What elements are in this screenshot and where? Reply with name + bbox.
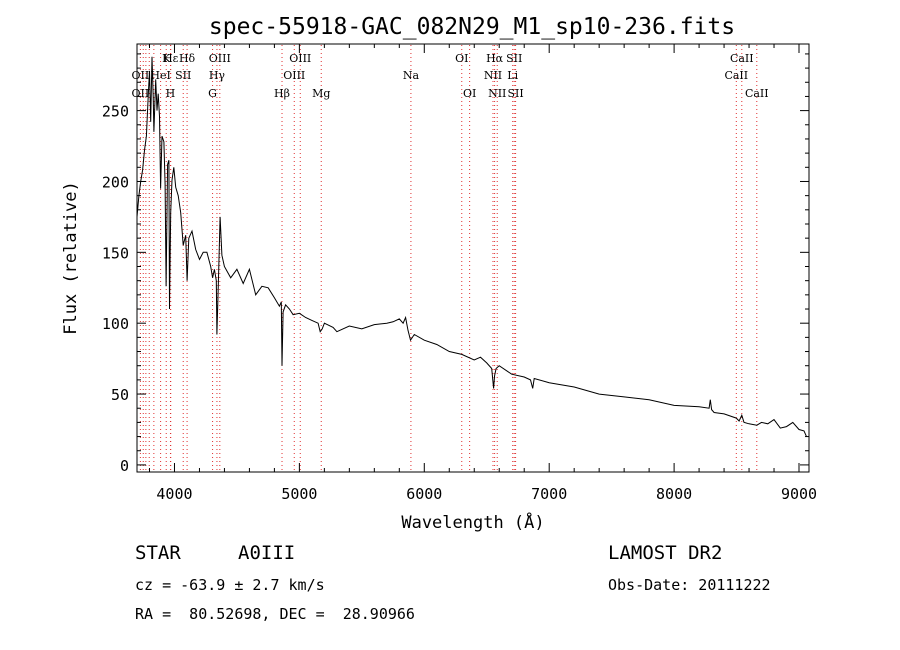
spectral-line-label: CaII <box>730 52 754 65</box>
obs-date: Obs-Date: 20111222 <box>608 576 771 594</box>
spectral-line-label: OI <box>455 52 468 65</box>
spectral-line-label: SII <box>175 69 191 82</box>
spectral-line-label: Na <box>403 69 420 82</box>
x-tick-label: 4000 <box>156 485 192 503</box>
spectral-line-label: NII <box>488 87 506 100</box>
spectral-line-label: Hγ <box>209 69 226 82</box>
spectral-line-label: NII <box>484 69 502 82</box>
plot-frame <box>136 43 810 473</box>
spectral-line-label: OII <box>132 87 150 100</box>
y-tick-label: 100 <box>102 315 129 333</box>
spectral-line-label: CaII <box>724 69 748 82</box>
x-tick-label: 5000 <box>281 485 317 503</box>
y-tick-label: 250 <box>102 103 129 121</box>
spectral-line-label: CaII <box>745 87 769 100</box>
coordinates: RA = 80.52698, DEC = 28.90966 <box>135 605 415 623</box>
x-tick-label: 6000 <box>406 485 442 503</box>
x-tick-label: 8000 <box>656 485 692 503</box>
spectral-line-label: Hδ <box>179 52 196 65</box>
spectral-line-label: HeI <box>150 69 170 82</box>
x-tick-label: 9000 <box>781 485 817 503</box>
spectral-line-label: Li <box>507 69 518 82</box>
line-markers <box>139 45 758 471</box>
spectral-line-label: K <box>162 52 171 65</box>
survey-name: LAMOST DR2 <box>608 542 723 564</box>
spectral-line-label: OIII <box>209 52 231 65</box>
x-tick-label: 7000 <box>531 485 567 503</box>
y-tick-label: 50 <box>111 386 129 404</box>
spectral-line-label: G <box>208 87 217 100</box>
x-axis: 4000 5000 6000 7000 8000 9000 <box>148 44 817 503</box>
spectral-line-label: SII <box>506 52 522 65</box>
spectral-line-label: OIII <box>283 69 305 82</box>
object-class: STAR <box>135 542 181 564</box>
spectral-line-label: OI <box>463 87 476 100</box>
spectral-line-label: Hε <box>163 52 179 65</box>
y-axis-label: Flux (relative) <box>61 181 81 335</box>
spectral-line-label: OII <box>132 69 150 82</box>
spectral-line-label: SII <box>507 87 523 100</box>
y-tick-label: 150 <box>102 244 129 262</box>
spectral-line-label: OIII <box>289 52 311 65</box>
spectral-line-label: Mg <box>312 87 330 100</box>
y-tick-label: 0 <box>120 457 129 475</box>
object-subclass: A0III <box>238 542 296 564</box>
y-tick-label: 200 <box>102 173 129 191</box>
spectral-line-label: H <box>166 87 176 100</box>
y-axis: 0 50 100 150 200 250 <box>102 53 809 475</box>
spectrum-series-line <box>136 56 807 437</box>
redshift-readout: cz = -63.9 ± 2.7 km/s <box>135 576 325 594</box>
spectral-line-label: Hβ <box>274 87 290 100</box>
spectral-line-label: Hα <box>486 52 504 65</box>
x-axis-label: Wavelength (Å) <box>401 511 544 533</box>
chart-title: spec-55918-GAC_082N29_M1_sp10-236.fits <box>209 14 735 40</box>
